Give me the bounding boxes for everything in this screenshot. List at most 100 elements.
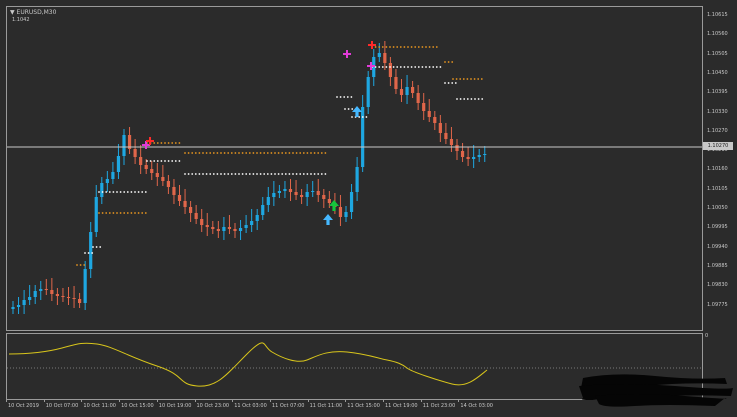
arrow-up-icon [323,214,333,225]
price-scale-label: 1.10395 [707,89,728,96]
candle-body [66,297,71,298]
white-level-dot [350,96,353,98]
white-level-dot [466,98,469,100]
price-chart-svg[interactable] [7,7,702,330]
price-scale-label: 1.10560 [707,31,728,38]
candle-body [255,215,259,221]
orange-level-dot [277,152,280,154]
white-level-dot [277,173,280,175]
candle-body [39,289,43,291]
orange-level-dot [137,212,140,214]
orange-level-dot [381,46,384,48]
orange-level-dot [98,212,100,214]
orange-level-dot [234,152,237,154]
orange-level-dot [414,46,417,48]
orange-level-dot [160,142,163,144]
orange-level-dot [324,152,327,154]
white-level-dot [209,173,212,175]
candle-body [11,307,15,309]
time-axis-tick [81,400,83,402]
price-scale-label: 1.10450 [707,69,728,76]
candle-body [200,219,204,225]
time-axis-label: 10 Oct 11:00 [83,403,116,409]
white-level-dot [234,173,237,175]
orange-level-dot [230,152,233,154]
indicator-panel[interactable] [6,333,703,400]
orange-level-dot [306,152,309,154]
orange-level-dot [266,152,269,154]
orange-level-dot [385,46,388,48]
candle-body [89,232,93,269]
candle-body [194,213,198,219]
orange-level-dot [164,142,166,144]
candle-body [111,172,115,179]
white-level-dot [396,66,399,68]
time-axis-label: 11 Oct 03:00 [234,403,267,409]
white-level-dot [281,173,284,175]
orange-level-dot [212,152,215,154]
candle-body [349,192,354,212]
white-level-dot [421,66,424,68]
current-price-label: 1.10270 [703,142,733,150]
orange-level-dot [83,264,86,266]
candle-body [411,87,415,93]
white-level-dot [270,173,273,175]
candle-body [22,300,26,305]
white-level-dot [95,246,98,248]
price-scale-label: 1.09830 [707,282,728,289]
orange-level-dot [389,46,391,48]
time-axis-tick [307,400,309,402]
candle-body [449,139,454,145]
white-level-dot [146,160,148,162]
orange-level-dot [302,152,305,154]
candle-body [355,167,359,192]
white-level-dot [428,66,431,68]
price-scale-label: 1.10505 [707,50,728,57]
white-level-dot [392,66,395,68]
candle-body [277,191,281,193]
candle-body [466,157,470,159]
orange-level-dot [470,78,472,80]
candle-body [155,173,159,177]
white-level-dot [295,173,298,175]
price-scale-label: 1.09940 [707,243,728,250]
time-axis-tick [6,400,7,402]
orange-level-dot [238,152,240,154]
white-level-dot [101,191,104,193]
white-level-dot [202,173,204,175]
white-level-dot [87,252,90,254]
arrow-up-icon [329,200,339,211]
orange-level-dot [466,78,469,80]
price-scale-label: 1.10050 [707,205,728,211]
candle-body [366,77,370,107]
candle-body [394,77,398,89]
orange-level-dot [292,152,294,154]
white-level-dot [230,173,233,175]
orange-level-dot [245,152,248,154]
orange-level-dot [256,152,258,154]
price-chart-panel[interactable] [6,6,703,331]
time-axis[interactable]: 10 Oct 2019 10 Oct 07:00 10 Oct 11:00 10 Oc… [6,400,703,417]
white-level-dot [259,173,262,175]
orange-level-dot [198,152,201,154]
orange-level-dot [144,212,147,214]
white-level-dot [84,252,86,254]
white-level-dot [126,191,129,193]
orange-level-dot [156,142,159,144]
price-scale[interactable]: 1.10615 1.10560 1.10505 1.10450 1.10395 1.103… [703,6,737,331]
price-scale-label: 1.10615 [707,12,728,18]
white-level-dot [119,191,122,193]
white-level-dot [149,160,152,162]
time-axis-label: 14 Oct 03:00 [460,403,493,409]
arrow-up-icon [352,106,362,117]
orange-level-dot [374,46,377,48]
white-level-dot [220,173,222,175]
white-level-dot [399,66,402,68]
orange-level-dot [105,212,108,214]
candle-body [427,111,431,117]
orange-level-dot [299,152,302,154]
oscillator-svg[interactable] [7,334,702,399]
orange-level-dot [295,152,298,154]
candle-body [294,192,298,195]
